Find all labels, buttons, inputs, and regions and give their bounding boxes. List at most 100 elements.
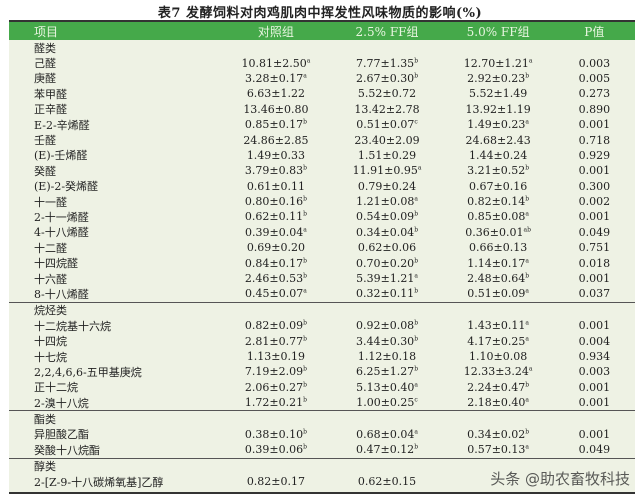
value-ff50: 0.57±0.13a <box>443 443 554 456</box>
value-ff50: 4.17±0.25a <box>443 335 554 348</box>
compound-name: 壬醛 <box>34 134 56 148</box>
table-row: 十一醛 0.80±0.16b 1.21±0.08a 0.82±0.14b 0.002 <box>9 194 635 209</box>
p-value: 0.929 <box>578 148 611 162</box>
mean-sd: 0.38±0.10 <box>244 427 304 441</box>
table-row: 2-溴十八烷 1.72±0.21b 1.00±0.25c 2.18±0.40a 0.00… <box>9 395 635 410</box>
value-ff50: 5.52±1.49 <box>443 87 554 100</box>
compound-name: 正十二烷 <box>34 381 78 395</box>
mean-sd: 1.49±0.33 <box>246 148 306 162</box>
value-control: 0.38±0.10b <box>220 428 331 441</box>
significance-letter: b <box>414 210 419 218</box>
table-header: 项目 对照组 2.5% FF组 5.0% FF组 P值 <box>9 22 635 40</box>
value-ff50: 1.10±0.08 <box>443 350 554 363</box>
compound-name: 十七烷 <box>34 350 67 364</box>
value-ff50: 1.49±0.23a <box>443 118 554 131</box>
mean-sd: 11.91±0.95 <box>352 164 418 178</box>
mean-sd: 0.92±0.08 <box>355 319 415 333</box>
mean-sd: 24.86±2.85 <box>243 133 309 147</box>
value-ff50: 0.66±0.13 <box>443 241 554 254</box>
mean-sd: 5.39±1.21 <box>356 272 415 286</box>
value-control: 2.06±0.27b <box>220 381 331 394</box>
mean-sd: 0.82±0.17 <box>246 475 306 489</box>
value-control: 0.62±0.11b <box>220 210 331 223</box>
significance-letter: b <box>525 381 530 389</box>
table-row: 2-[Z-9-十八碳烯氧基]乙醇 0.82±0.17 0.62±0.15 <box>9 474 635 489</box>
mean-sd: 0.85±0.08 <box>467 210 526 224</box>
mean-sd: 0.32±0.11 <box>355 287 415 301</box>
mean-sd: 0.67±0.16 <box>469 179 528 193</box>
mean-sd: 3.79±0.83 <box>244 164 304 178</box>
mean-sd: 0.84±0.17 <box>244 256 304 270</box>
p-value: 0.273 <box>578 87 611 101</box>
compound-name: 十四烷 <box>34 335 67 349</box>
mean-sd: 0.51±0.07 <box>356 118 415 132</box>
mean-sd: 1.12±0.18 <box>357 350 417 363</box>
mean-sd: 0.80±0.16 <box>244 195 304 209</box>
significance-letter: a <box>525 287 529 295</box>
table-row: 庚醛 3.28±0.17a 2.67±0.30b 2.92±0.23b 0.005 <box>9 71 635 86</box>
significance-letter: b <box>303 257 307 264</box>
significance-letter: b <box>414 443 419 451</box>
mean-sd: 0.69±0.20 <box>246 241 306 255</box>
mean-sd: 1.51±0.29 <box>357 148 417 162</box>
mean-sd: 2.92±0.23 <box>467 71 526 85</box>
mean-sd: 0.62±0.11 <box>244 210 304 224</box>
significance-letter: a <box>525 118 529 126</box>
p-value: 0.001 <box>578 118 611 132</box>
value-ff50: 2.24±0.47b <box>443 381 554 394</box>
table-row: 十四烷 2.81±0.77b 3.44±0.30b 4.17±0.25a 0.004 <box>9 333 635 349</box>
mean-sd: 0.57±0.13 <box>467 443 526 457</box>
value-ff50: 12.33±3.24a <box>443 365 554 378</box>
table-row: E-2-辛烯醛 0.85±0.17b 0.51±0.07c 1.49±0.23a 0.0… <box>9 117 635 132</box>
value-control: 3.79±0.83b <box>220 164 331 177</box>
mean-sd: 6.25±1.27 <box>355 365 415 379</box>
significance-letter: a <box>414 272 418 280</box>
significance-letter: b <box>414 56 419 64</box>
mean-sd: 7.19±2.09 <box>244 365 304 379</box>
value-control: 0.84±0.17b <box>220 257 331 270</box>
significance-letter: b <box>303 428 307 436</box>
value-ff50: 0.82±0.14b <box>443 195 554 208</box>
mean-sd: 0.47±0.12 <box>355 443 415 457</box>
mean-sd: 0.51±0.09 <box>467 287 526 301</box>
significance-letter: b <box>414 319 419 327</box>
value-control: 0.85±0.17b <box>220 118 331 131</box>
significance-letter: a <box>525 319 529 327</box>
significance-letter: b <box>303 319 307 327</box>
mean-sd: 1.21±0.08 <box>356 195 415 209</box>
section-name: 酯类 <box>34 413 56 427</box>
mean-sd: 23.40±2.09 <box>354 133 420 147</box>
significance-letter: a <box>525 257 529 264</box>
significance-letter: b <box>303 164 307 172</box>
value-control: 3.28±0.17a <box>220 72 331 85</box>
value-control: 0.82±0.17 <box>220 475 331 488</box>
value-ff25: 0.68±0.04a <box>331 428 442 441</box>
compound-name: 2-溴十八烷 <box>34 396 89 410</box>
header-ff50: 5.0% FF组 <box>466 24 530 39</box>
p-value: 0.001 <box>578 164 611 178</box>
compound-name: 癸醛 <box>34 164 56 178</box>
value-ff50: 1.14±0.17a <box>443 257 554 270</box>
compound-name: 2-[Z-9-十八碳烯氧基]乙醇 <box>34 475 164 489</box>
value-control: 10.81±2.50a <box>220 57 331 70</box>
significance-letter: b <box>303 195 307 203</box>
mean-sd: 2.46±0.53 <box>244 272 304 286</box>
compound-name: 2,2,4,6,6-五甲基庚烷 <box>34 365 142 379</box>
value-ff25: 0.70±0.20b <box>331 257 442 270</box>
mean-sd: 1.14±0.17 <box>467 256 526 270</box>
value-ff50: 1.44±0.24 <box>443 149 554 162</box>
compound-name: 十四烷醛 <box>34 257 78 271</box>
section-name: 醛类 <box>34 41 56 55</box>
value-ff25: 13.42±2.78 <box>331 103 442 116</box>
significance-letter: b <box>525 428 530 436</box>
significance-letter: b <box>414 365 419 373</box>
p-value: 0.001 <box>578 427 611 441</box>
mean-sd: 13.92±1.19 <box>465 102 531 116</box>
value-ff50: 12.70±1.21a <box>443 57 554 70</box>
mean-sd: 1.13±0.19 <box>246 350 306 363</box>
p-value: 0.718 <box>578 133 611 147</box>
mean-sd: 13.46±0.80 <box>243 102 309 116</box>
table-row: 8-十八烯醛 0.45±0.07a 0.32±0.11b 0.51±0.09a 0.03… <box>9 286 635 301</box>
value-control: 0.61±0.11 <box>220 180 331 193</box>
compound-name: (E)-壬烯醛 <box>34 149 88 163</box>
